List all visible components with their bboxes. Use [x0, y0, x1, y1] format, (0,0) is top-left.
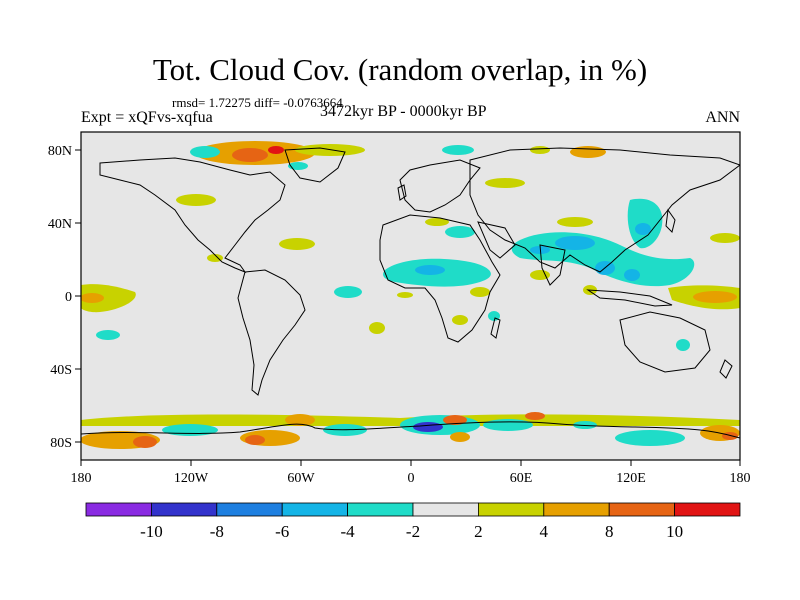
- anomaly-patch: [133, 436, 157, 448]
- anomaly-patch: [162, 424, 218, 436]
- anomaly-patch: [232, 148, 268, 162]
- anomaly-patch: [470, 287, 490, 297]
- anomaly-patch: [485, 178, 525, 188]
- x-tick-label: 60E: [510, 471, 533, 486]
- south-america-outline: [237, 269, 306, 396]
- x-tick-label: 0: [408, 471, 415, 486]
- stats-line: rmsd= 1.72275 diff= -0.0763664: [172, 95, 343, 110]
- anomaly-patch: [369, 322, 385, 334]
- greenland-outline: [284, 147, 346, 183]
- north-america-outline: [99, 157, 286, 274]
- anomaly-patch: [415, 265, 445, 275]
- anomaly-patch: [81, 293, 104, 303]
- colorbar-swatch: [674, 502, 741, 517]
- africa-outline: [379, 214, 501, 343]
- anomaly-patch: [450, 432, 470, 442]
- anomaly-patch: [555, 236, 595, 250]
- anomaly-patch: [570, 146, 606, 158]
- anomaly-patch: [96, 330, 120, 340]
- x-tick-label: 60W: [287, 471, 315, 486]
- anomaly-patch: [285, 414, 315, 426]
- colorbar-swatch: [543, 502, 610, 517]
- anomaly-patch: [445, 226, 475, 238]
- map-title: Tot. Cloud Cov. (random overlap, in %): [152, 52, 648, 87]
- anomaly-patch: [334, 286, 362, 298]
- colorbar-label: 8: [605, 522, 614, 541]
- anomaly-patch: [245, 435, 265, 445]
- anomaly-patch: [525, 412, 545, 420]
- anomaly-patch: [635, 223, 651, 235]
- y-tick-label: 80N: [48, 144, 72, 159]
- anomaly-patch: [207, 254, 223, 262]
- anomaly-patch: [176, 194, 216, 206]
- colorbar-label: 2: [474, 522, 483, 541]
- australia-outline: [619, 311, 711, 373]
- anomaly-patch: [710, 233, 740, 243]
- colorbar-label: 4: [540, 522, 549, 541]
- anomaly-patch: [483, 419, 533, 431]
- axis-labels: 180 120W 60W 0 60E 120E 180 80N 40N 0 40…: [48, 144, 751, 486]
- x-tick-label: 120E: [616, 471, 646, 486]
- colorbar-label: -4: [341, 522, 356, 541]
- experiment-label: Expt = xQFvs-xqfua: [81, 109, 213, 126]
- colorbar-swatch: [150, 502, 218, 517]
- y-tick-label: 40N: [48, 217, 72, 232]
- x-tick-label: 120W: [174, 471, 209, 486]
- tick-marks: [75, 149, 741, 466]
- colorbar-label: 10: [666, 522, 683, 541]
- y-tick-label: 40S: [50, 363, 72, 378]
- arabia-outline: [477, 221, 516, 259]
- colorbar-swatch: [85, 502, 152, 517]
- anomaly-patch: [268, 146, 284, 154]
- coastlines: [81, 147, 740, 439]
- anomaly-patch: [425, 218, 449, 226]
- y-tick-label: 0: [65, 290, 72, 305]
- europe-outline: [399, 159, 481, 213]
- colorbar: -10 -8 -6 -4 -2 2 4 8 10: [85, 502, 741, 541]
- colorbar-swatch: [477, 502, 545, 517]
- colorbar-swatch: [412, 502, 479, 517]
- anomaly-patch: [722, 432, 738, 440]
- india-outline: [539, 244, 566, 286]
- y-tick-label: 80S: [50, 436, 72, 451]
- colorbar-label: -6: [275, 522, 289, 541]
- anomaly-field: [81, 141, 740, 460]
- colorbar-label: -2: [406, 522, 420, 541]
- anomaly-patch: [279, 238, 315, 250]
- period-label: 3472kyr BP - 0000kyr BP: [320, 103, 487, 120]
- colorbar-label: -10: [140, 522, 163, 541]
- anomaly-patch: [557, 217, 593, 227]
- anomaly-patch: [413, 422, 443, 432]
- anomaly-patch: [443, 415, 467, 425]
- anomaly-patch: [624, 269, 640, 281]
- uk-outline: [397, 184, 407, 201]
- anomaly-patch: [676, 339, 690, 351]
- x-tick-label: 180: [730, 471, 751, 486]
- colorbar-swatch: [216, 502, 283, 517]
- colorbar-swatch: [608, 502, 676, 517]
- anomaly-patch: [81, 284, 136, 313]
- x-tick-label: 180: [71, 471, 92, 486]
- anomaly-patch: [530, 146, 550, 154]
- anomaly-patch: [442, 145, 474, 155]
- asia-outline: [469, 147, 740, 273]
- colorbar-swatch: [347, 502, 414, 517]
- anomaly-patch: [693, 291, 737, 303]
- new-zealand-outline: [719, 359, 733, 379]
- colorbar-swatch: [281, 502, 349, 517]
- colorbar-label: -8: [210, 522, 224, 541]
- season-label: ANN: [705, 109, 740, 126]
- anomaly-patch: [397, 292, 413, 298]
- japan-outline: [665, 208, 676, 233]
- anomaly-patch: [288, 162, 308, 170]
- anomaly-patch: [190, 146, 220, 158]
- anomaly-patch: [615, 430, 685, 446]
- anomaly-patch: [452, 315, 468, 325]
- madagascar-outline: [490, 317, 501, 339]
- anomaly-patch: [530, 270, 550, 280]
- indonesia-outline: [586, 289, 673, 307]
- antarctica-outline: [81, 421, 740, 439]
